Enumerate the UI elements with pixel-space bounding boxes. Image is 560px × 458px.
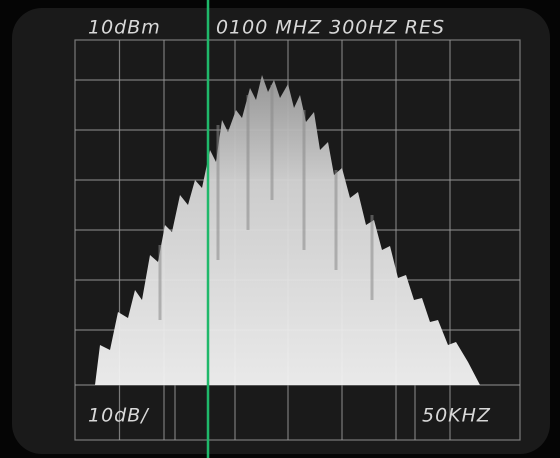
center-info: 0100 MHZ 300HZ RES	[216, 17, 445, 39]
graticule-frame	[74, 39, 521, 441]
trace-streaks	[158, 85, 374, 320]
spectrum-trace	[95, 75, 480, 385]
reference-level: 10dBm	[88, 17, 161, 39]
span-label: 50KHZ	[422, 405, 491, 427]
scale-label: 10dB/	[88, 405, 150, 427]
